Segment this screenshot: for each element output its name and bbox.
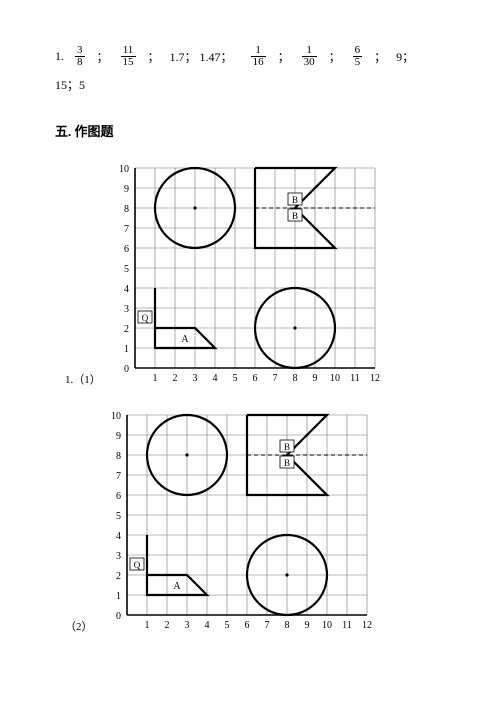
- item-1-label: 1.（1）: [65, 371, 101, 387]
- svg-text:4: 4: [204, 620, 209, 631]
- svg-text:7: 7: [264, 620, 269, 631]
- svg-text:6: 6: [252, 373, 257, 384]
- svg-text:9: 9: [124, 184, 129, 195]
- svg-text:7: 7: [272, 373, 277, 384]
- frac-3-8: 3 8: [75, 45, 85, 68]
- svg-text:5: 5: [224, 620, 229, 631]
- frac-6-5: 6 5: [353, 45, 363, 68]
- svg-text:1: 1: [116, 591, 121, 602]
- frac-1-30: 1 30: [302, 45, 317, 68]
- figure-1: 123456789101112012345678910AQBB: [107, 158, 387, 393]
- answer-line-1: 1. 3 8 ； 11 15 ； 1.7； 1.47； 1 16 ； 1 30 …: [55, 45, 460, 68]
- svg-text:8: 8: [116, 451, 121, 462]
- svg-text:2: 2: [164, 620, 169, 631]
- svg-text:8: 8: [292, 373, 297, 384]
- svg-text:0: 0: [116, 611, 121, 622]
- svg-text:4: 4: [124, 284, 129, 295]
- svg-text:10: 10: [119, 164, 129, 175]
- svg-text:A: A: [173, 581, 181, 592]
- svg-text:1: 1: [144, 620, 149, 631]
- section-5-title: 五. 作图题: [55, 121, 460, 140]
- svg-text:12: 12: [362, 620, 372, 631]
- svg-text:B: B: [292, 211, 298, 221]
- svg-text:3: 3: [124, 304, 129, 315]
- figure-2: 123456789101112012345678910AQBB: [99, 405, 379, 640]
- svg-text:B: B: [292, 195, 298, 205]
- svg-text:4: 4: [116, 531, 121, 542]
- q1-label: 1.: [55, 49, 64, 64]
- svg-text:9: 9: [116, 431, 121, 442]
- svg-text:6: 6: [116, 491, 121, 502]
- svg-text:4: 4: [212, 373, 217, 384]
- svg-text:5: 5: [232, 373, 237, 384]
- svg-text:A: A: [181, 334, 189, 345]
- svg-text:8: 8: [124, 204, 129, 215]
- frac-11-15: 11 15: [121, 45, 136, 68]
- svg-text:0: 0: [124, 364, 129, 375]
- svg-text:2: 2: [116, 571, 121, 582]
- svg-text:Q: Q: [142, 313, 149, 323]
- svg-text:6: 6: [244, 620, 249, 631]
- svg-text:7: 7: [124, 224, 129, 235]
- svg-text:12: 12: [370, 373, 380, 384]
- svg-text:B: B: [283, 458, 289, 468]
- svg-text:2: 2: [124, 324, 129, 335]
- item-2-label: （2）: [65, 618, 93, 634]
- svg-text:11: 11: [350, 373, 360, 384]
- svg-text:Q: Q: [133, 560, 140, 570]
- frac-1-16: 1 16: [251, 45, 266, 68]
- svg-text:2: 2: [172, 373, 177, 384]
- answer-line-2: 15；5: [55, 76, 460, 93]
- svg-text:9: 9: [304, 620, 309, 631]
- svg-text:1: 1: [152, 373, 157, 384]
- svg-text:8: 8: [284, 620, 289, 631]
- svg-text:6: 6: [124, 244, 129, 255]
- svg-text:7: 7: [116, 471, 121, 482]
- svg-text:5: 5: [124, 264, 129, 275]
- svg-text:3: 3: [184, 620, 189, 631]
- svg-text:9: 9: [312, 373, 317, 384]
- svg-text:10: 10: [111, 411, 121, 422]
- svg-text:10: 10: [322, 620, 332, 631]
- svg-text:1: 1: [124, 344, 129, 355]
- svg-text:3: 3: [116, 551, 121, 562]
- svg-text:11: 11: [342, 620, 352, 631]
- svg-text:5: 5: [116, 511, 121, 522]
- svg-text:3: 3: [192, 373, 197, 384]
- svg-text:10: 10: [330, 373, 340, 384]
- svg-text:B: B: [283, 442, 289, 452]
